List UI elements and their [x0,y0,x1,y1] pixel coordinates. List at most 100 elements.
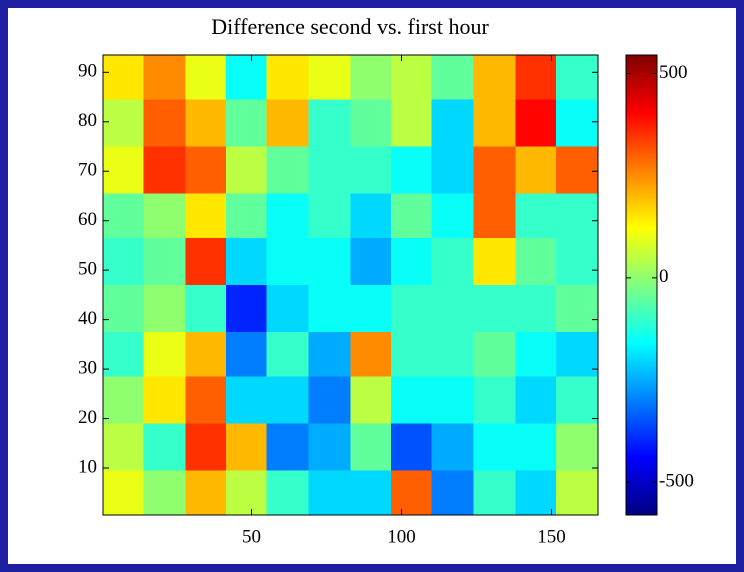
y-tick-label: 30 [78,357,97,378]
heatmap-cell [515,376,557,424]
heatmap-cell [391,146,432,194]
heatmap-cell [226,146,267,194]
colorbar [625,54,658,516]
heatmap-cell [185,331,227,378]
heatmap-cell [515,331,557,378]
heatmap-cell [515,285,557,333]
heatmap-cell [143,331,186,378]
heatmap-cell [556,285,599,333]
heatmap-cell [266,331,309,378]
heatmap-cell [185,146,227,194]
heatmap-cell [556,193,599,239]
heatmap-cell [473,331,516,378]
heatmap-cell [226,99,267,148]
colorbar-tick-label: -500 [659,471,694,492]
y-tick-label: 90 [78,61,97,82]
heatmap-cell [226,193,267,239]
heatmap-cell [556,470,599,516]
heatmap-cell [143,55,186,101]
heatmap-cell [473,99,516,148]
heatmap-cell [431,423,474,471]
heatmap-cell [308,423,351,471]
heatmap-cell [391,55,432,101]
heatmap-cell [350,470,392,516]
heatmap-cell [143,376,186,424]
heatmap-cell [226,423,267,471]
heatmap-cell [391,285,432,333]
heatmap-cell [515,470,557,516]
heatmap-cell [143,238,186,286]
x-tick-label: 100 [387,526,416,547]
colorbar-tick-label: 0 [659,266,669,287]
heatmap-cell [226,285,267,333]
heatmap-cell [473,55,516,101]
heatmap-cell [556,146,599,194]
heatmap-cell [308,376,351,424]
heatmap-cell [143,193,186,239]
heatmap-cell [350,55,392,101]
heatmap-cell [103,146,144,194]
heatmap-cell [308,55,351,101]
heatmap-cell [391,376,432,424]
heatmap-cell [431,470,474,516]
heatmap-cell [185,238,227,286]
heatmap-cell [515,193,557,239]
heatmap-cell [473,193,516,239]
heatmap-cell [266,376,309,424]
heatmap-cell [350,99,392,148]
heatmap-cell [103,99,144,148]
heatmap-cell [226,470,267,516]
heatmap-cell [350,238,392,286]
heatmap-cell [515,146,557,194]
heatmap-cell [266,193,309,239]
plot-frame [102,54,599,516]
heatmap-cell [185,470,227,516]
heatmap-cell [185,193,227,239]
heatmap-cell [350,376,392,424]
heatmap-cell [515,55,557,101]
heatmap-cell [556,99,599,148]
heatmap-cell [185,423,227,471]
heatmap-cell [431,193,474,239]
heatmap-cell [143,285,186,333]
heatmap-cell [350,285,392,333]
y-tick-label: 10 [78,456,97,477]
colorbar-tick-label: 500 [659,62,688,83]
heatmap-cell [266,99,309,148]
heatmap-cell [143,470,186,516]
heatmap-cell [515,423,557,471]
x-tick-label: 50 [242,526,261,547]
heatmap-cell [226,238,267,286]
heatmap-cell [226,331,267,378]
heatmap-cell [473,423,516,471]
heatmap-cell [556,238,599,286]
heatmap-cell [515,238,557,286]
heatmap-cell [473,470,516,516]
heatmap-cell [391,193,432,239]
heatmap-cell [391,331,432,378]
x-tick-label: 150 [537,526,566,547]
y-tick-label: 60 [78,209,97,230]
heatmap-cell [350,193,392,239]
heatmap-cell [226,376,267,424]
heatmap-cell [391,99,432,148]
heatmap-cell [103,376,144,424]
y-tick-label: 70 [78,160,97,181]
y-tick-label: 50 [78,259,97,280]
heatmap-cell [556,423,599,471]
heatmap-cell [103,285,144,333]
heatmap-cell [266,423,309,471]
heatmap-cell [431,99,474,148]
heatmap-cell [556,331,599,378]
chart-title: Difference second vs. first hour [211,14,489,39]
heatmap-cell [431,146,474,194]
heatmap-cell [431,238,474,286]
heatmap-cell [308,470,351,516]
y-tick-label: 80 [78,110,97,131]
heatmap-cell [308,238,351,286]
heatmap-cell [350,331,392,378]
heatmap-cell [103,55,144,101]
y-tick-label: 40 [78,308,97,329]
heatmap-cell [515,99,557,148]
